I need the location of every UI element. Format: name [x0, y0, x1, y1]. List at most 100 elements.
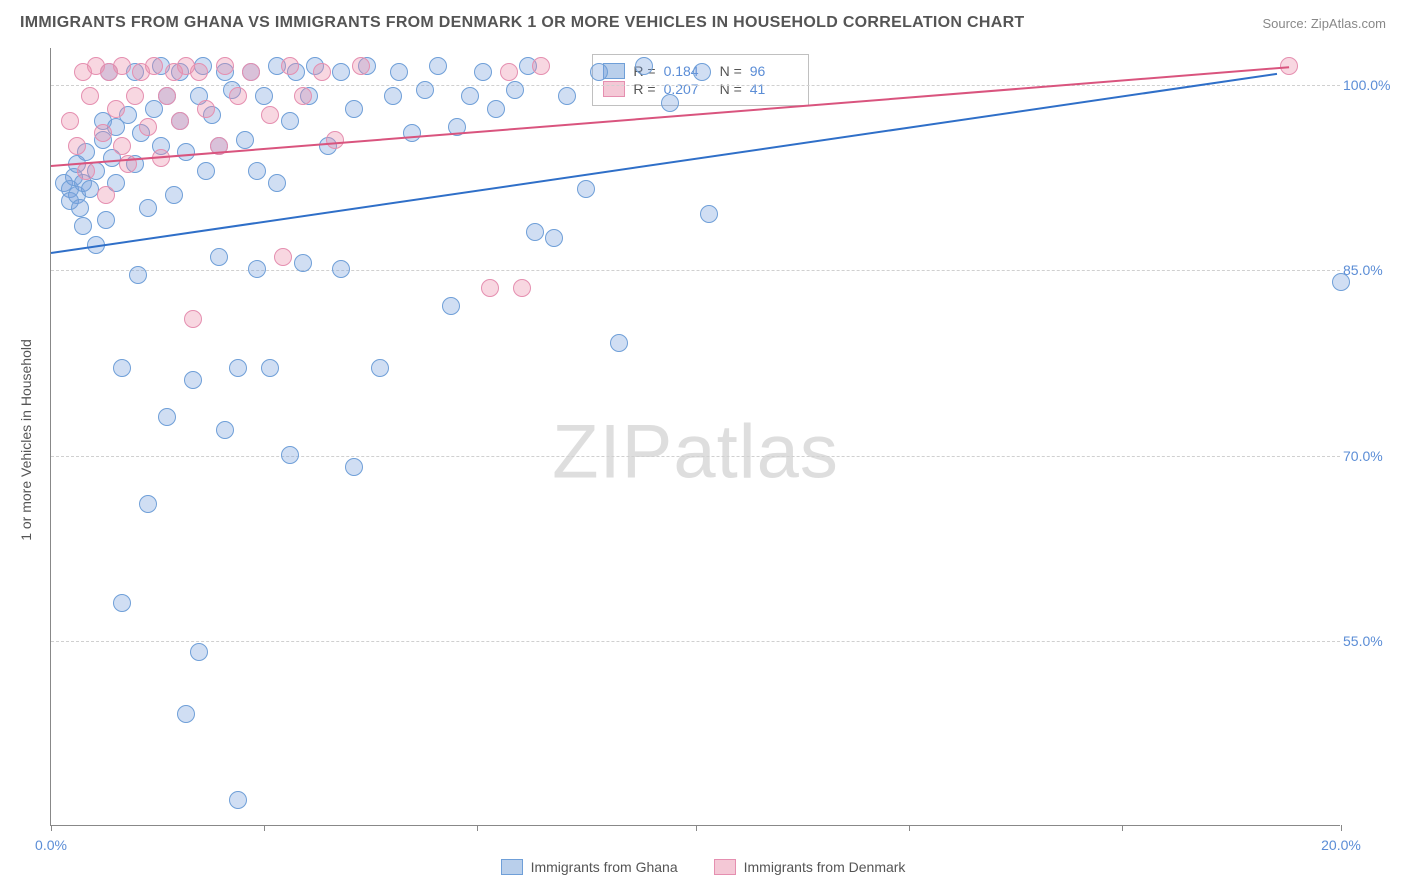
- data-point: [139, 199, 157, 217]
- stat-n-label: N =: [720, 63, 742, 79]
- data-point: [255, 87, 273, 105]
- data-point: [403, 124, 421, 142]
- data-point: [190, 63, 208, 81]
- data-point: [158, 87, 176, 105]
- data-point: [190, 643, 208, 661]
- data-point: [461, 87, 479, 105]
- data-point: [313, 63, 331, 81]
- data-point: [165, 186, 183, 204]
- data-point: [332, 63, 350, 81]
- data-point: [326, 131, 344, 149]
- legend-swatch: [714, 859, 736, 875]
- xtick: [909, 825, 910, 831]
- gridline: [51, 270, 1340, 271]
- data-point: [332, 260, 350, 278]
- data-point: [261, 106, 279, 124]
- data-point: [352, 57, 370, 75]
- legend-swatch: [603, 81, 625, 97]
- data-point: [197, 162, 215, 180]
- bottom-legend: Immigrants from Ghana Immigrants from Den…: [0, 859, 1406, 878]
- data-point: [216, 421, 234, 439]
- data-point: [442, 297, 460, 315]
- data-point: [248, 162, 266, 180]
- data-point: [526, 223, 544, 241]
- data-point: [139, 495, 157, 513]
- data-point: [590, 63, 608, 81]
- data-point: [513, 279, 531, 297]
- data-point: [229, 359, 247, 377]
- data-point: [693, 63, 711, 81]
- data-point: [345, 458, 363, 476]
- data-point: [390, 63, 408, 81]
- stat-r-label: R =: [633, 81, 655, 97]
- data-point: [229, 87, 247, 105]
- data-point: [126, 87, 144, 105]
- data-point: [532, 57, 550, 75]
- data-point: [281, 57, 299, 75]
- watermark: ZIPatlas: [552, 409, 839, 496]
- xtick: [264, 825, 265, 831]
- y-axis-label: 1 or more Vehicles in Household: [18, 339, 34, 541]
- data-point: [113, 57, 131, 75]
- data-point: [177, 705, 195, 723]
- data-point: [610, 334, 628, 352]
- data-point: [506, 81, 524, 99]
- legend-label: Immigrants from Denmark: [744, 859, 906, 875]
- stat-n-value: 41: [750, 81, 798, 97]
- stat-n-label: N =: [720, 81, 742, 97]
- data-point: [242, 63, 260, 81]
- data-point: [700, 205, 718, 223]
- data-point: [1332, 273, 1350, 291]
- data-point: [248, 260, 266, 278]
- data-point: [139, 118, 157, 136]
- ytick-label: 100.0%: [1343, 77, 1398, 93]
- source-label: Source: ZipAtlas.com: [1262, 16, 1386, 31]
- plot-area: ZIPatlas R =0.184N =96R =0.207N =41 55.0…: [50, 48, 1340, 826]
- data-point: [261, 359, 279, 377]
- data-point: [197, 100, 215, 118]
- data-point: [71, 199, 89, 217]
- data-point: [294, 254, 312, 272]
- data-point: [74, 217, 92, 235]
- data-point: [216, 57, 234, 75]
- data-point: [94, 124, 112, 142]
- ytick-label: 70.0%: [1343, 448, 1398, 464]
- data-point: [184, 371, 202, 389]
- xtick: [1341, 825, 1342, 831]
- data-point: [384, 87, 402, 105]
- gridline: [51, 85, 1340, 86]
- data-point: [281, 112, 299, 130]
- data-point: [177, 143, 195, 161]
- data-point: [416, 81, 434, 99]
- data-point: [129, 266, 147, 284]
- xtick: [51, 825, 52, 831]
- xtick-label: 0.0%: [35, 837, 67, 853]
- legend-label: Immigrants from Ghana: [531, 859, 678, 875]
- xtick-label: 20.0%: [1321, 837, 1361, 853]
- data-point: [113, 137, 131, 155]
- data-point: [97, 186, 115, 204]
- data-point: [97, 211, 115, 229]
- bottom-legend-item: Immigrants from Denmark: [714, 859, 906, 875]
- xtick: [1122, 825, 1123, 831]
- stat-n-value: 96: [750, 63, 798, 79]
- legend-swatch: [501, 859, 523, 875]
- data-point: [1280, 57, 1298, 75]
- data-point: [171, 112, 189, 130]
- data-point: [635, 57, 653, 75]
- ytick-label: 85.0%: [1343, 262, 1398, 278]
- data-point: [81, 87, 99, 105]
- data-point: [68, 137, 86, 155]
- data-point: [474, 63, 492, 81]
- data-point: [107, 100, 125, 118]
- gridline: [51, 456, 1340, 457]
- data-point: [274, 248, 292, 266]
- data-point: [487, 100, 505, 118]
- xtick: [477, 825, 478, 831]
- data-point: [345, 100, 363, 118]
- data-point: [429, 57, 447, 75]
- data-point: [145, 57, 163, 75]
- data-point: [184, 310, 202, 328]
- bottom-legend-item: Immigrants from Ghana: [501, 859, 678, 875]
- ytick-label: 55.0%: [1343, 633, 1398, 649]
